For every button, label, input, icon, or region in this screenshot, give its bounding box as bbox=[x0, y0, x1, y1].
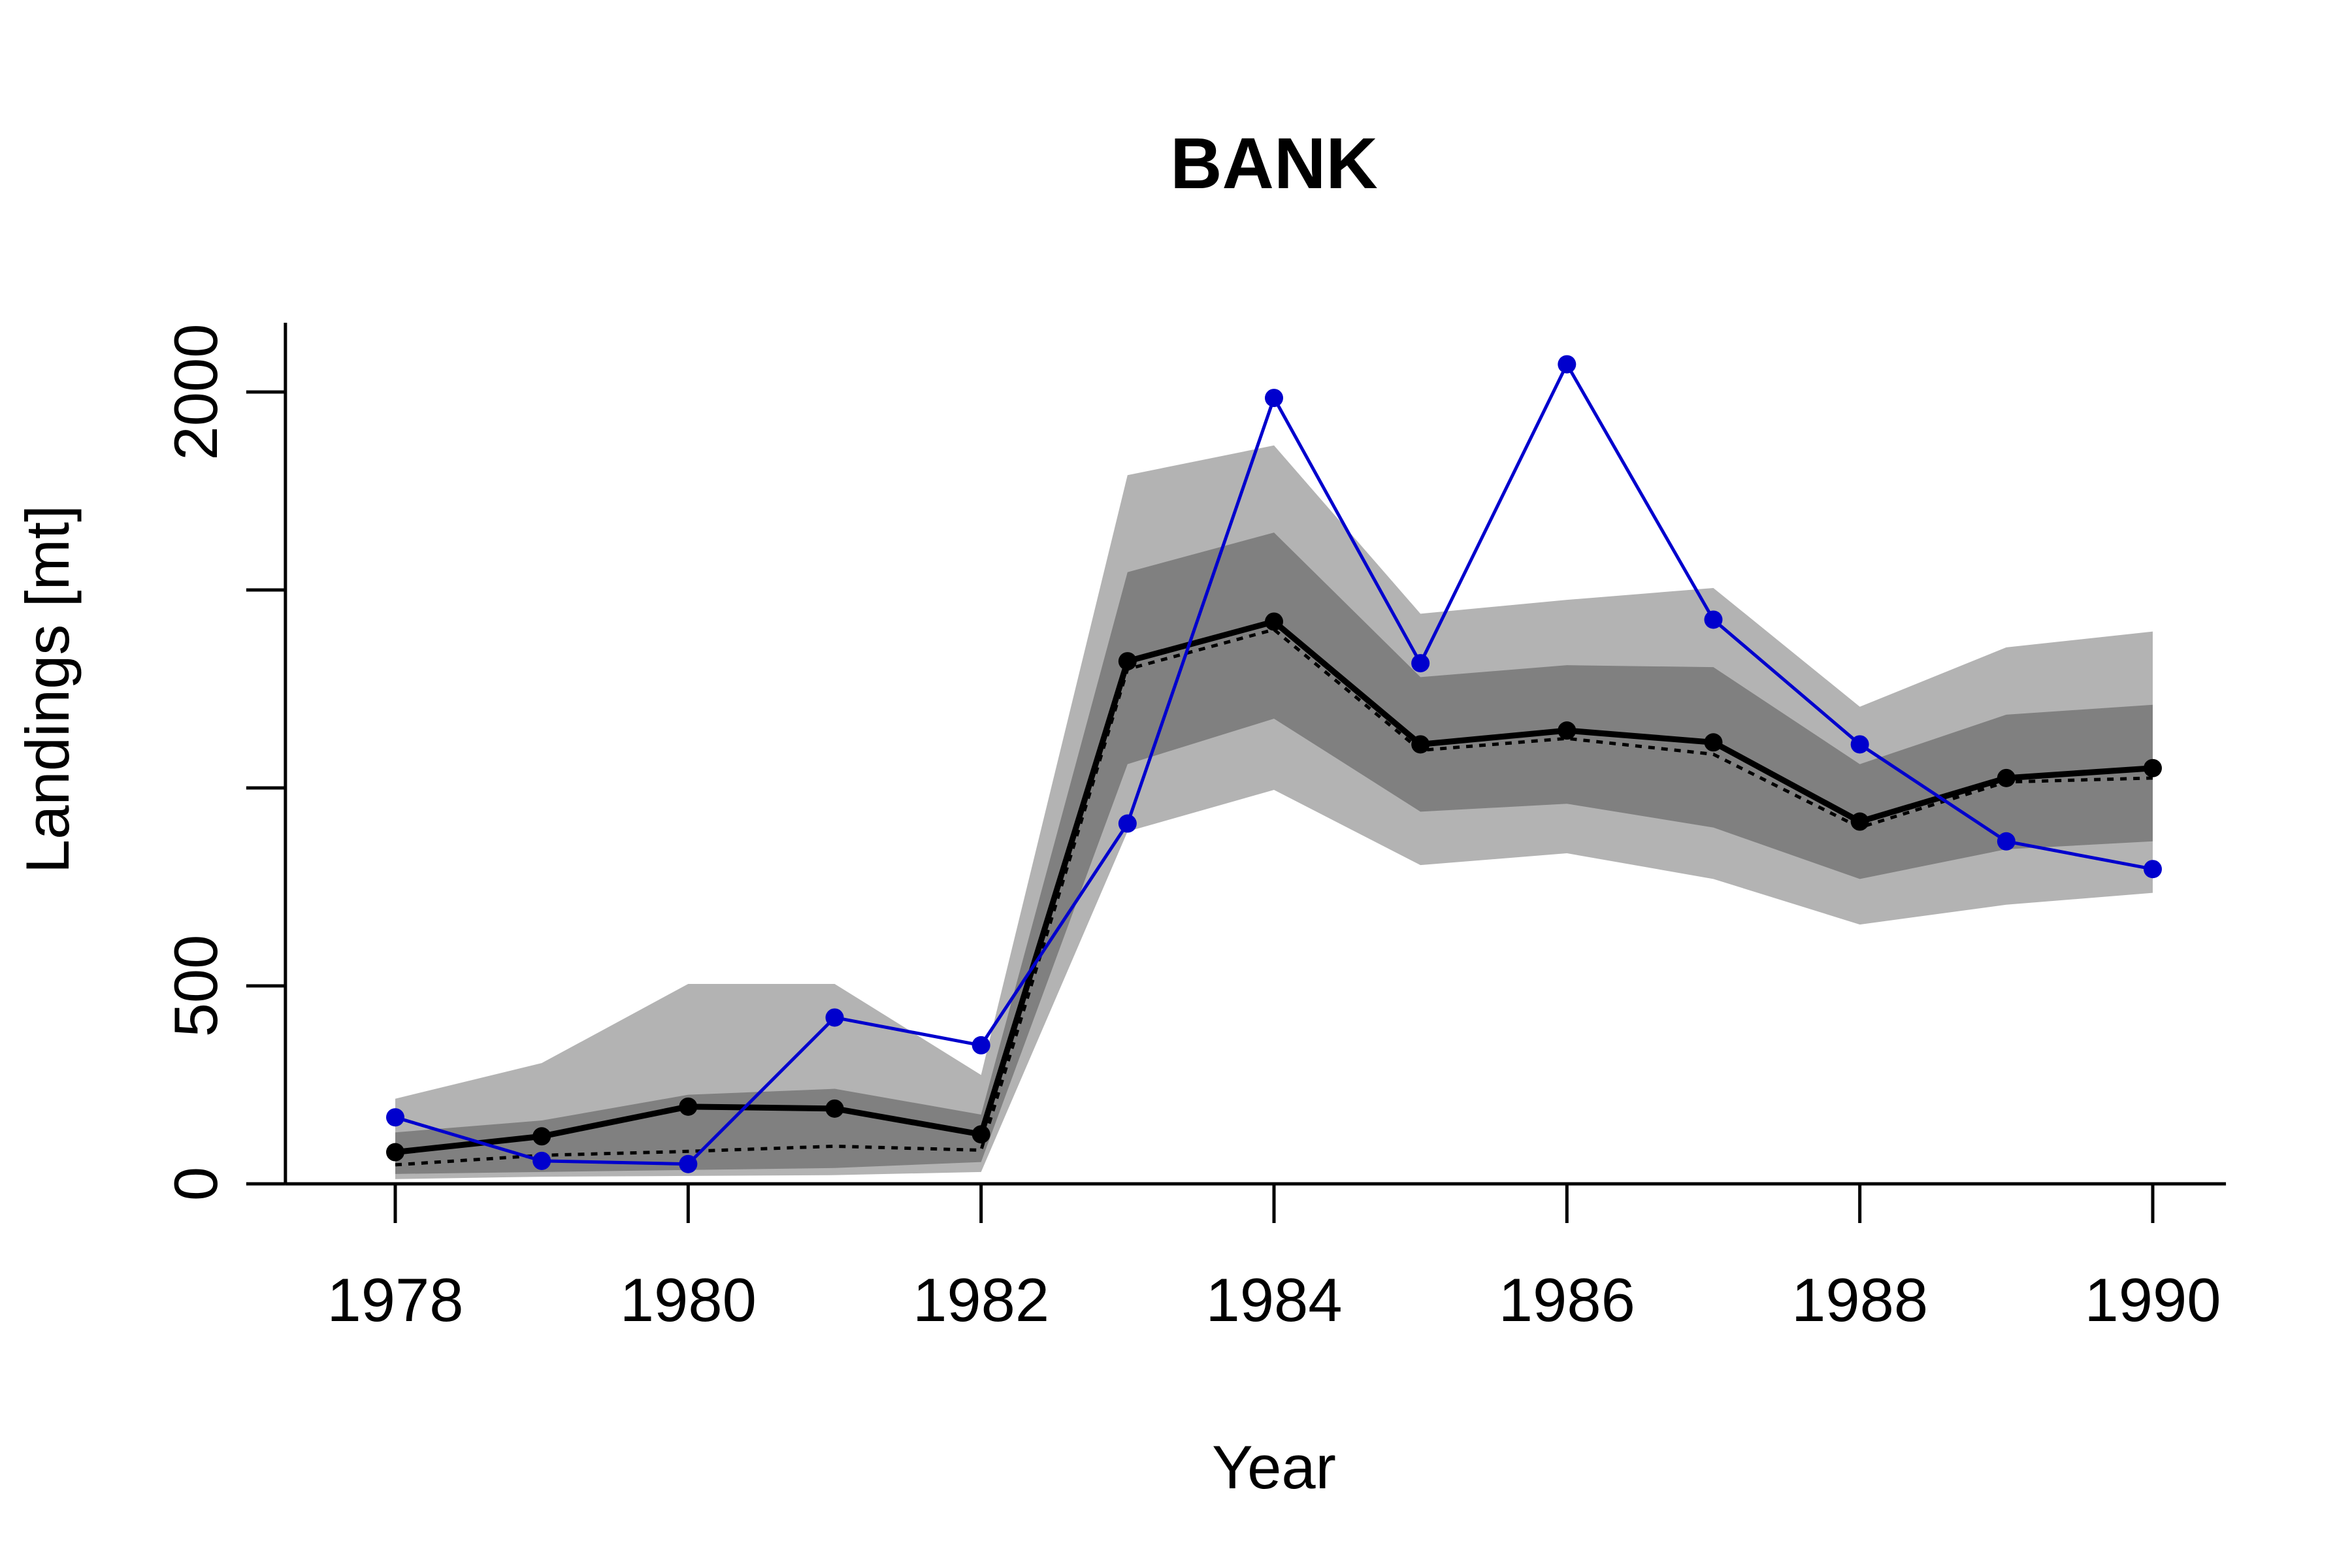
y-tick-label: 500 bbox=[161, 935, 230, 1037]
point-median bbox=[1704, 733, 1723, 752]
band-outer bbox=[395, 445, 2153, 1179]
y-axis-label: Landings [mt] bbox=[13, 505, 82, 874]
x-tick-label: 1986 bbox=[1499, 1266, 1635, 1334]
point-median bbox=[1411, 735, 1430, 754]
point-median bbox=[679, 1097, 698, 1116]
point-median bbox=[532, 1127, 551, 1146]
point-observed bbox=[386, 1108, 404, 1127]
point-observed bbox=[972, 1036, 990, 1054]
point-median bbox=[1265, 612, 1283, 631]
point-median bbox=[972, 1125, 990, 1144]
point-median bbox=[2144, 759, 2162, 777]
x-tick-label: 1978 bbox=[327, 1266, 463, 1334]
y-tick-label: 0 bbox=[161, 1167, 230, 1201]
x-tick-label: 1990 bbox=[2084, 1266, 2221, 1334]
point-observed bbox=[2144, 860, 2162, 879]
point-median bbox=[825, 1099, 844, 1118]
point-observed bbox=[1997, 832, 2016, 851]
point-observed bbox=[1265, 389, 1283, 408]
point-median bbox=[1850, 812, 1869, 831]
point-median bbox=[1118, 652, 1137, 671]
point-observed bbox=[1411, 654, 1430, 673]
x-tick-label: 1980 bbox=[620, 1266, 757, 1334]
point-observed bbox=[1118, 814, 1137, 833]
x-tick-label: 1984 bbox=[1205, 1266, 1342, 1334]
point-observed bbox=[825, 1008, 844, 1027]
point-median bbox=[386, 1143, 404, 1162]
point-observed bbox=[679, 1154, 698, 1173]
point-observed bbox=[1704, 610, 1723, 629]
point-observed bbox=[1850, 735, 1869, 754]
point-median bbox=[1997, 768, 2016, 787]
point-median bbox=[1558, 721, 1576, 740]
chart-title: BANK bbox=[1170, 123, 1378, 204]
band-inner bbox=[395, 532, 2153, 1174]
x-tick-label: 1988 bbox=[1791, 1266, 1928, 1334]
point-observed bbox=[532, 1151, 551, 1170]
x-tick-label: 1982 bbox=[913, 1266, 1049, 1334]
series-line-mean bbox=[395, 628, 2153, 1167]
x-axis-label: Year bbox=[1212, 1433, 1336, 1501]
point-observed bbox=[1558, 355, 1576, 374]
y-tick-label: 2000 bbox=[161, 323, 230, 460]
plot-area: 1978 1980 1982 1984 1986 1988 1990 0 500 2000 bbox=[161, 322, 2227, 1334]
